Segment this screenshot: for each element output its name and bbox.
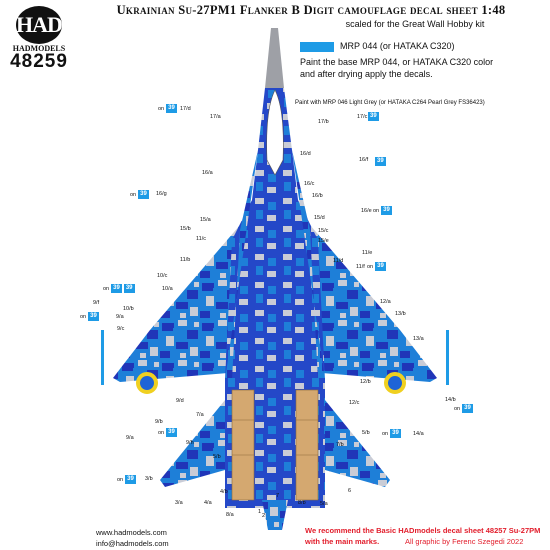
decal-label: 9/a [116,314,124,320]
recommendation-line1: We recommend the Basic HADmodels decal s… [305,526,541,535]
left-wing [113,225,240,382]
decal-label: 8/b [298,500,306,506]
decal-label: 8/a [226,512,234,518]
graphic-credit: All graphic by Ferenc Szegedi 2022 [405,537,524,546]
website-link[interactable]: www.hadmodels.com [96,528,167,537]
decal-label: 14/a [413,431,424,437]
base-color-label: MRP 044 (or HATAKA C320) [340,41,455,51]
tail-sting [262,500,288,530]
on-badge: on 39 [382,429,401,438]
decal-label: 17/a [210,114,221,120]
decal-label: 16/c [304,181,315,187]
right-stabilizer [325,400,390,487]
decal-label: 9/d [176,398,184,404]
decal-label: 10/b [123,306,134,312]
decal-label: 5/b [213,454,221,460]
decal-label: 15/a [200,217,211,223]
logo-mark: HAD [16,6,63,44]
decal-label: 3/b [145,476,153,482]
decal-label: 2 [262,513,266,519]
recommendation-line2: with the main marks. [305,537,380,546]
decal-label: 6 [348,488,352,494]
grey-paint-instruction: Paint with MRP 046 Light Grey (or HATAKA… [295,100,485,106]
decal-label: 7/b [336,442,344,448]
left-stabilizer [160,400,225,487]
paint-instruction-line1: Paint the base MRP 044, or HATAKA C320 c… [300,57,494,67]
decal-label: 16/a [202,170,213,176]
on-badge: 39 [375,157,386,166]
decal-label: 4/b [220,489,228,495]
radome [265,28,284,88]
decal-label: 16/e [361,208,372,214]
decal-label: 3/a [175,500,183,506]
on-badge: on 39 [158,428,177,437]
on-badge: on 39 [158,104,177,113]
paint-instruction-line2: and after drying apply the decals. [300,69,433,79]
decal-label: 15/c [318,228,329,234]
email-link[interactable]: info@hadmodels.com [96,539,169,548]
on-badge: on 39 [367,262,386,271]
on-badge: on 39 [454,404,473,413]
fuselage [225,88,325,380]
decal-label: 11/d [333,258,344,264]
decal-label: 13/b [395,311,406,317]
decal-label: 7 [276,493,280,499]
decal-label: 17/d [180,106,191,112]
decal-label: 15/b [180,226,191,232]
on-badge: on 39 [130,190,149,199]
decal-label: 9/h [186,440,194,446]
right-wing [310,225,437,382]
logo-brand: HADMODELS [12,44,66,53]
sheet-title: Ukrainian Su-27PM1 Flanker B Digit camou… [116,3,506,17]
decal-label: 9/f [93,300,100,306]
decal-label: 12/c [349,400,360,406]
hadmodels-logo: HAD HADMODELS 48259 [6,4,72,72]
decal-label: 10/c [157,273,168,279]
left-roundel [136,372,158,394]
decal-label: 16/b [312,193,323,199]
decal-label: 11/c [196,236,206,242]
product-number: 48259 [10,51,68,72]
right-engine-nacelle [295,389,319,501]
decal-label: 12/b [360,379,371,385]
on-badge: on 39 [373,206,392,215]
left-engine-nacelle [231,389,255,501]
decal-label: 15/e [318,238,329,244]
decal-label: 16/d [300,151,311,157]
canopy [266,89,284,176]
decal-label: 12/a [380,299,391,305]
decal-label: 16/g [156,191,167,197]
on-badge: 39 [368,112,379,121]
decal-label: 11/f [356,264,365,270]
right-roundel [384,372,406,394]
decal-label: 10/a [162,286,173,292]
decal-label: 9/b [155,419,163,425]
base-color-swatch [300,42,334,52]
decal-label: 17/b [318,119,329,125]
decal-label: 11/b [180,257,191,263]
decal-label: 4/a [204,500,212,506]
sheet-subtitle: scaled for the Great Wall Hobby kit [345,19,485,29]
on-badge: on 39 [80,312,99,321]
decal-label: 1 [258,509,262,515]
decal-label: 13/a [413,336,424,342]
on-badge: on 39 39 [103,284,135,293]
decal-label: 9/c [117,326,125,332]
decal-label: 5/a [320,501,328,507]
on-badge: on 39 [117,475,136,484]
decal-label: 11/e [362,250,373,256]
decal-label: 5/b [362,430,370,436]
decal-label: 14/b [445,397,456,403]
decal-label: 9/a [126,435,134,441]
decal-label: 16/f [359,157,369,163]
decal-label: 15/d [314,215,325,221]
decal-label: 17/c [357,114,368,120]
decal-label: 7/a [196,412,204,418]
